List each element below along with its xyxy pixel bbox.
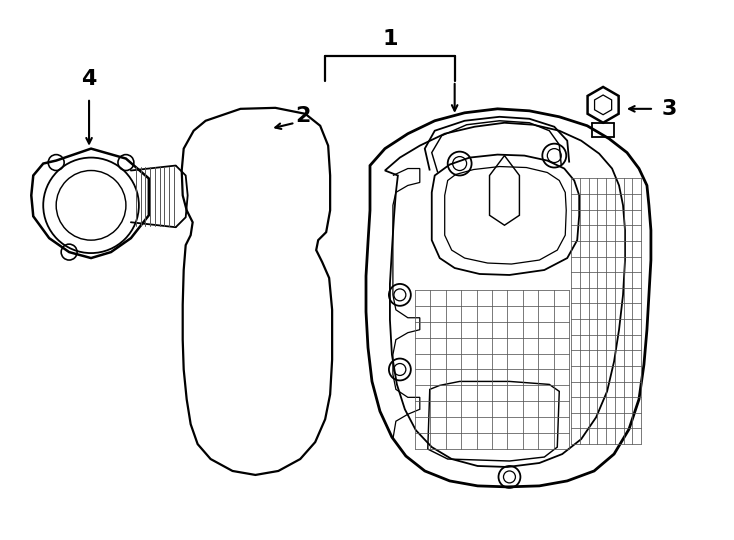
Text: 3: 3 bbox=[661, 99, 677, 119]
Text: 4: 4 bbox=[81, 69, 97, 89]
Text: 1: 1 bbox=[382, 29, 398, 49]
Text: 2: 2 bbox=[296, 106, 311, 126]
